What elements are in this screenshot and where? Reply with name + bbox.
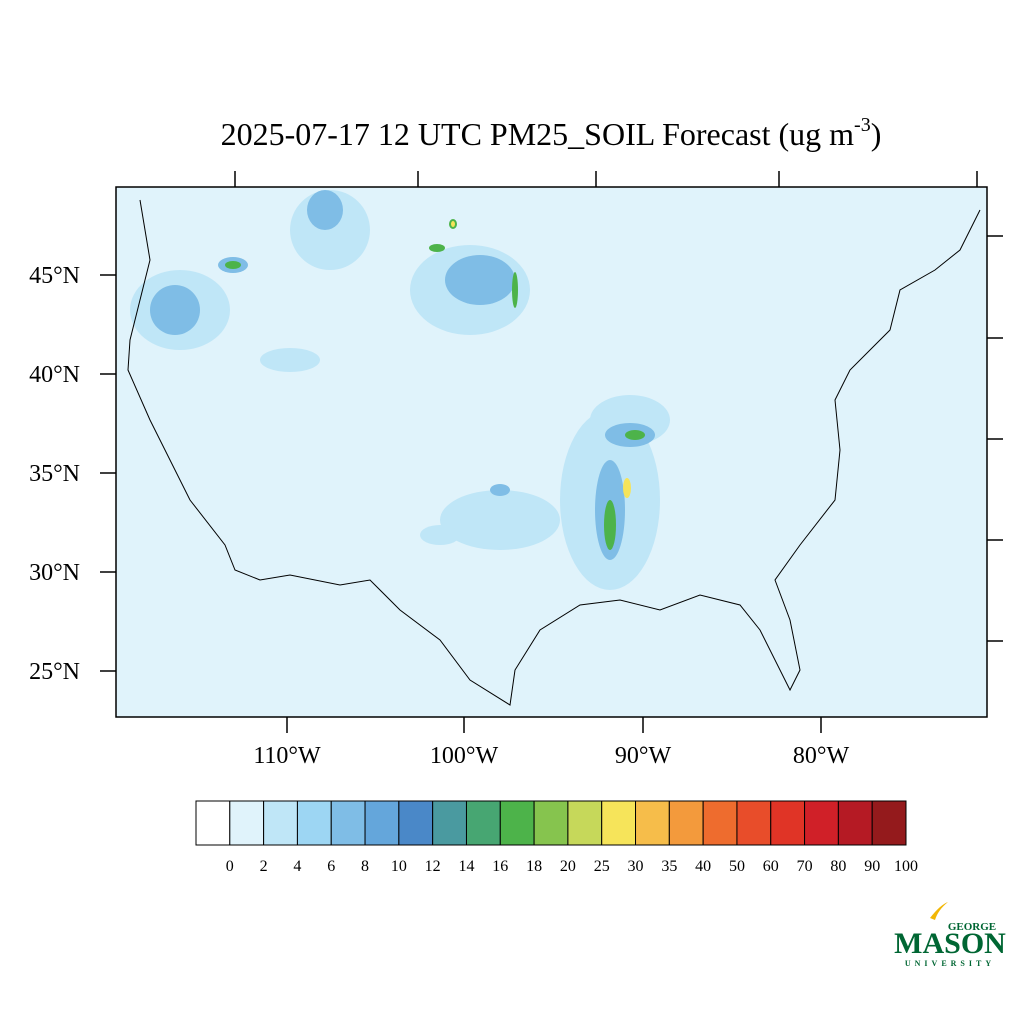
colorbar-box	[263, 800, 298, 846]
lon-label: 100°W	[430, 743, 499, 769]
map-frame	[115, 186, 988, 718]
colorbar-label: 0	[226, 858, 234, 875]
lon-label: 80°W	[793, 743, 850, 769]
axis-labels: 45°N 40°N 35°N 30°N 25°N 110°W 100°W 90°W 80°W	[29, 263, 849, 769]
lat-label: 25°N	[29, 659, 80, 685]
colorbar-box	[229, 800, 265, 846]
colorbar-label: 4	[293, 858, 301, 875]
logo-bottom: UNIVERSITY	[905, 959, 995, 968]
colorbar-label: 50	[729, 858, 745, 875]
logo-top: GEORGE	[948, 921, 996, 933]
title-superscript: -3	[854, 114, 871, 136]
title-close: )	[871, 116, 882, 152]
coastline	[127, 199, 981, 706]
colorbar-box	[668, 800, 704, 846]
frame-ticks	[100, 171, 1003, 733]
colorbar-box	[398, 800, 434, 846]
colorbar-box	[702, 800, 738, 846]
colorbar-box	[432, 800, 467, 846]
colorbar-box	[296, 800, 332, 846]
colorbar-label: 14	[458, 858, 474, 875]
colorbar-box	[601, 800, 637, 846]
colorbar-label: 80	[830, 858, 846, 875]
colorbar-box	[465, 800, 501, 846]
colorbar-label: 8	[361, 858, 369, 875]
title-main: 2025-07-17 12 UTC PM25_SOIL Forecast (ug…	[221, 116, 855, 152]
colorbar-box	[533, 800, 569, 846]
lat-label: 45°N	[29, 263, 80, 289]
logo-flame	[930, 902, 948, 920]
map	[100, 171, 1003, 733]
colorbar-label: 35	[661, 858, 677, 875]
colorbar-box	[499, 800, 535, 846]
lat-label: 35°N	[29, 461, 80, 487]
colorbar-label: 2	[260, 858, 268, 875]
colorbar-box	[736, 800, 772, 846]
lon-label: 90°W	[615, 743, 672, 769]
colorbar-box	[804, 800, 839, 846]
colorbar-label: 30	[628, 858, 644, 875]
logo-main: MASON	[894, 927, 1006, 960]
colorbar-box	[567, 800, 603, 846]
colorbar-label: 100	[894, 858, 918, 875]
colorbar-label: 60	[763, 858, 779, 875]
colorbar-box	[770, 800, 806, 846]
lon-label: 110°W	[253, 743, 321, 769]
lat-label: 30°N	[29, 560, 80, 586]
colorbar-label: 10	[391, 858, 407, 875]
colorbar-box	[635, 800, 670, 846]
map-background	[116, 187, 987, 717]
colorbar-label: 16	[492, 858, 508, 875]
colorbar-box	[871, 800, 907, 846]
lat-label: 40°N	[29, 362, 80, 388]
peak-areas	[451, 221, 631, 498]
colorbar-label: 20	[560, 858, 576, 875]
colorbar-label: 25	[594, 858, 610, 875]
colorbar-box	[364, 800, 400, 846]
colorbar-label: 40	[695, 858, 711, 875]
colorbar-box	[195, 800, 231, 846]
title: 2025-07-17 12 UTC PM25_SOIL Forecast (ug…	[221, 114, 882, 152]
high-concentration-areas	[225, 219, 645, 550]
colorbar-label: 90	[864, 858, 880, 875]
colorbar-label: 12	[425, 858, 441, 875]
colorbar: 0 2 4 6 8 10 12 14 16 18 20 25 30 35 40 50 60 70 80 90 100	[195, 800, 918, 875]
colorbar-box	[330, 800, 366, 846]
colorbar-label: 70	[797, 858, 813, 875]
colorbar-label: 6	[327, 858, 335, 875]
colorbar-box	[837, 800, 873, 846]
colorbar-label: 18	[526, 858, 542, 875]
logo: GEORGE MASON UNIVERSITY	[894, 902, 1006, 968]
